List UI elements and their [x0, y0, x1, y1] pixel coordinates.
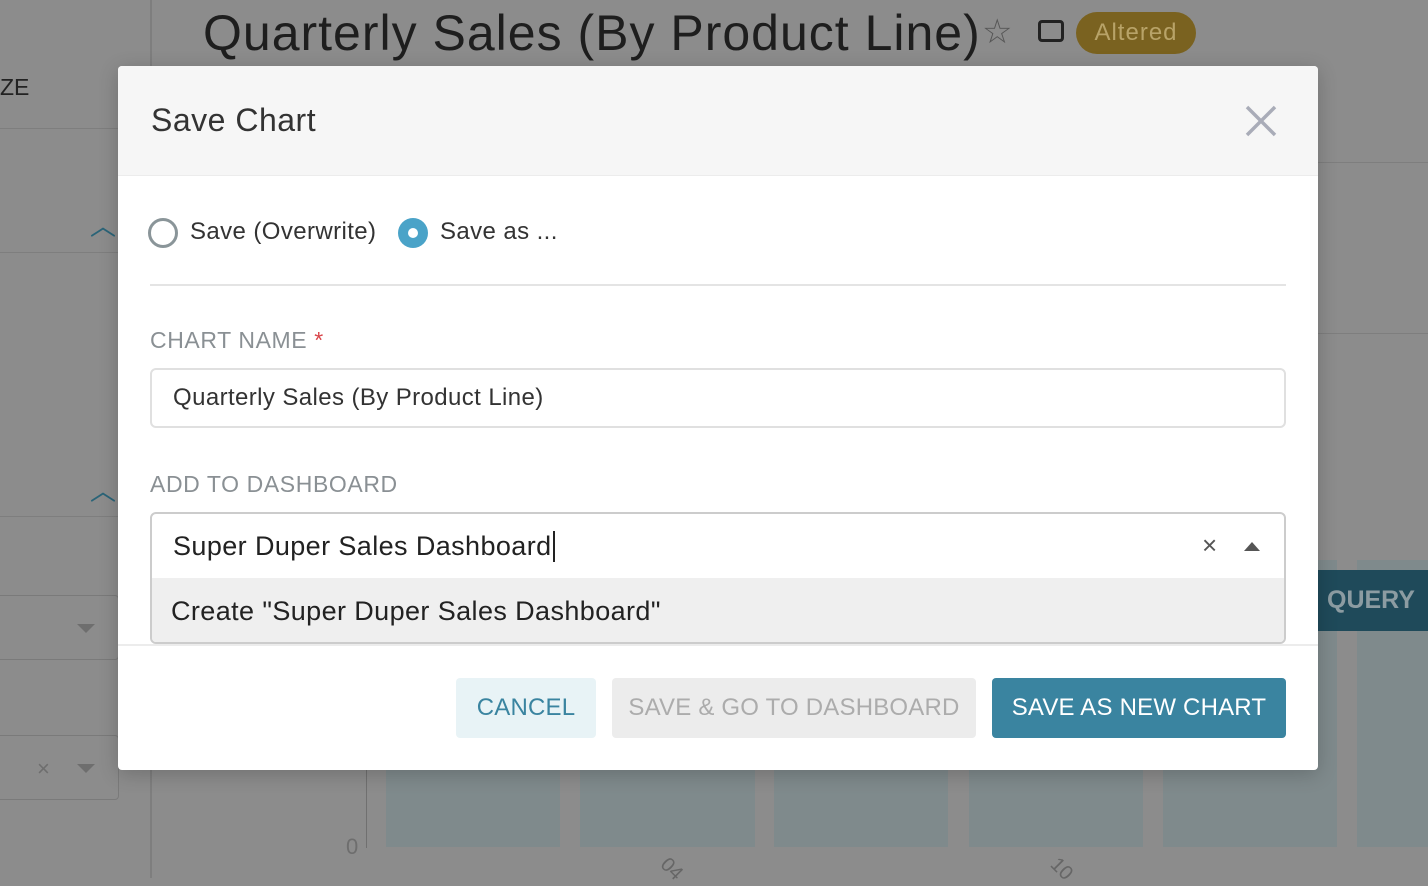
- altered-badge: Altered: [1076, 12, 1196, 54]
- modal-title: Save Chart: [151, 102, 317, 138]
- dashboard-option-create[interactable]: Create "Super Duper Sales Dashboard": [152, 578, 1284, 642]
- close-icon[interactable]: [1244, 104, 1278, 138]
- x-tick-label: 10: [1045, 853, 1078, 885]
- caret-down-icon: [77, 764, 95, 773]
- run-query-label: QUERY: [1327, 586, 1415, 614]
- divider: [150, 284, 1286, 286]
- radio-overwrite-label[interactable]: Save (Overwrite): [190, 218, 377, 245]
- star-icon[interactable]: ☆: [982, 13, 1013, 51]
- radio-overwrite[interactable]: [148, 218, 178, 248]
- x-tick-label: 04: [655, 853, 688, 885]
- save-and-go-to-dashboard-button[interactable]: SAVE & GO TO DASHBOARD: [612, 678, 976, 738]
- run-query-button[interactable]: QUERY: [1300, 570, 1428, 631]
- save-chart-modal: Save Chart Save (Overwrite) Save as ... …: [118, 66, 1318, 770]
- chart-name-label: CHART NAME *: [150, 327, 324, 354]
- save-as-new-chart-button[interactable]: SAVE AS NEW CHART: [992, 678, 1286, 738]
- divider: [0, 516, 150, 517]
- caret-down-icon: [77, 624, 95, 633]
- dashboard-select[interactable]: Super Duper Sales Dashboard × Create "Su…: [150, 512, 1286, 644]
- select-box[interactable]: [0, 595, 119, 660]
- chevron-up-icon[interactable]: ︿: [90, 476, 117, 506]
- chevron-up-icon[interactable]: ︿: [90, 211, 117, 241]
- sidebar-section-label: ZE: [0, 74, 30, 100]
- y-axis-line: [366, 760, 367, 848]
- modal-header: Save Chart: [118, 66, 1318, 176]
- footer-divider: [118, 644, 1318, 646]
- select-box[interactable]: ×: [0, 735, 119, 800]
- clear-icon[interactable]: ×: [1202, 530, 1218, 560]
- required-mark: *: [314, 327, 324, 353]
- clear-icon[interactable]: ×: [37, 756, 50, 781]
- chart-title: Quarterly Sales (By Product Line): [203, 5, 981, 61]
- divider: [1318, 162, 1428, 163]
- cancel-button[interactable]: CANCEL: [456, 678, 596, 738]
- dashboard-input[interactable]: Super Duper Sales Dashboard: [173, 530, 555, 562]
- radio-save-as-label[interactable]: Save as ...: [440, 218, 558, 245]
- add-to-dashboard-label: ADD TO DASHBOARD: [150, 471, 398, 497]
- caret-up-icon[interactable]: [1244, 542, 1260, 551]
- radio-save-as[interactable]: [398, 218, 428, 248]
- divider: [0, 128, 150, 129]
- chart-name-label-text: CHART NAME: [150, 327, 308, 353]
- y-tick-label: 0: [346, 834, 359, 859]
- divider: [0, 252, 150, 253]
- divider: [1318, 333, 1428, 334]
- chart-name-input[interactable]: Quarterly Sales (By Product Line): [150, 368, 1286, 428]
- edit-icon[interactable]: [1038, 20, 1064, 42]
